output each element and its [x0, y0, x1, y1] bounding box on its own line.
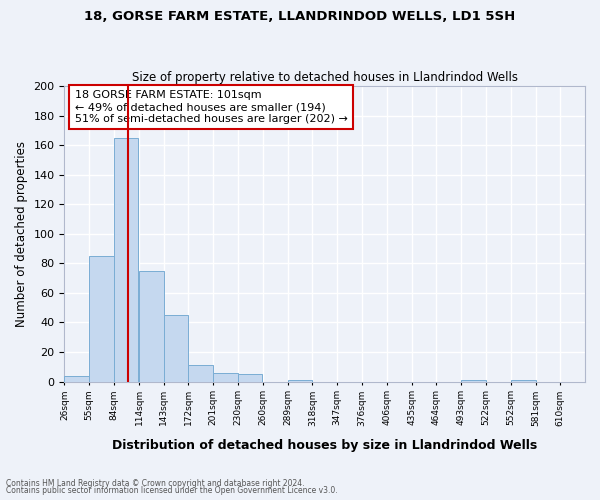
Text: 18 GORSE FARM ESTATE: 101sqm
← 49% of detached houses are smaller (194)
51% of s: 18 GORSE FARM ESTATE: 101sqm ← 49% of de…: [75, 90, 347, 124]
Bar: [213, 372, 238, 382]
Text: Contains HM Land Registry data © Crown copyright and database right 2024.: Contains HM Land Registry data © Crown c…: [6, 478, 305, 488]
Bar: [139, 271, 164, 382]
Bar: [164, 315, 188, 382]
Y-axis label: Number of detached properties: Number of detached properties: [15, 141, 28, 327]
Bar: [89, 256, 113, 382]
Bar: [188, 366, 213, 382]
Text: 18, GORSE FARM ESTATE, LLANDRINDOD WELLS, LD1 5SH: 18, GORSE FARM ESTATE, LLANDRINDOD WELLS…: [85, 10, 515, 23]
Bar: [288, 380, 313, 382]
Title: Size of property relative to detached houses in Llandrindod Wells: Size of property relative to detached ho…: [132, 70, 518, 84]
Text: Contains public sector information licensed under the Open Government Licence v3: Contains public sector information licen…: [6, 486, 338, 495]
X-axis label: Distribution of detached houses by size in Llandrindod Wells: Distribution of detached houses by size …: [112, 440, 538, 452]
Bar: [511, 380, 536, 382]
Bar: [238, 374, 262, 382]
Bar: [64, 376, 89, 382]
Bar: [113, 138, 138, 382]
Bar: [461, 380, 485, 382]
